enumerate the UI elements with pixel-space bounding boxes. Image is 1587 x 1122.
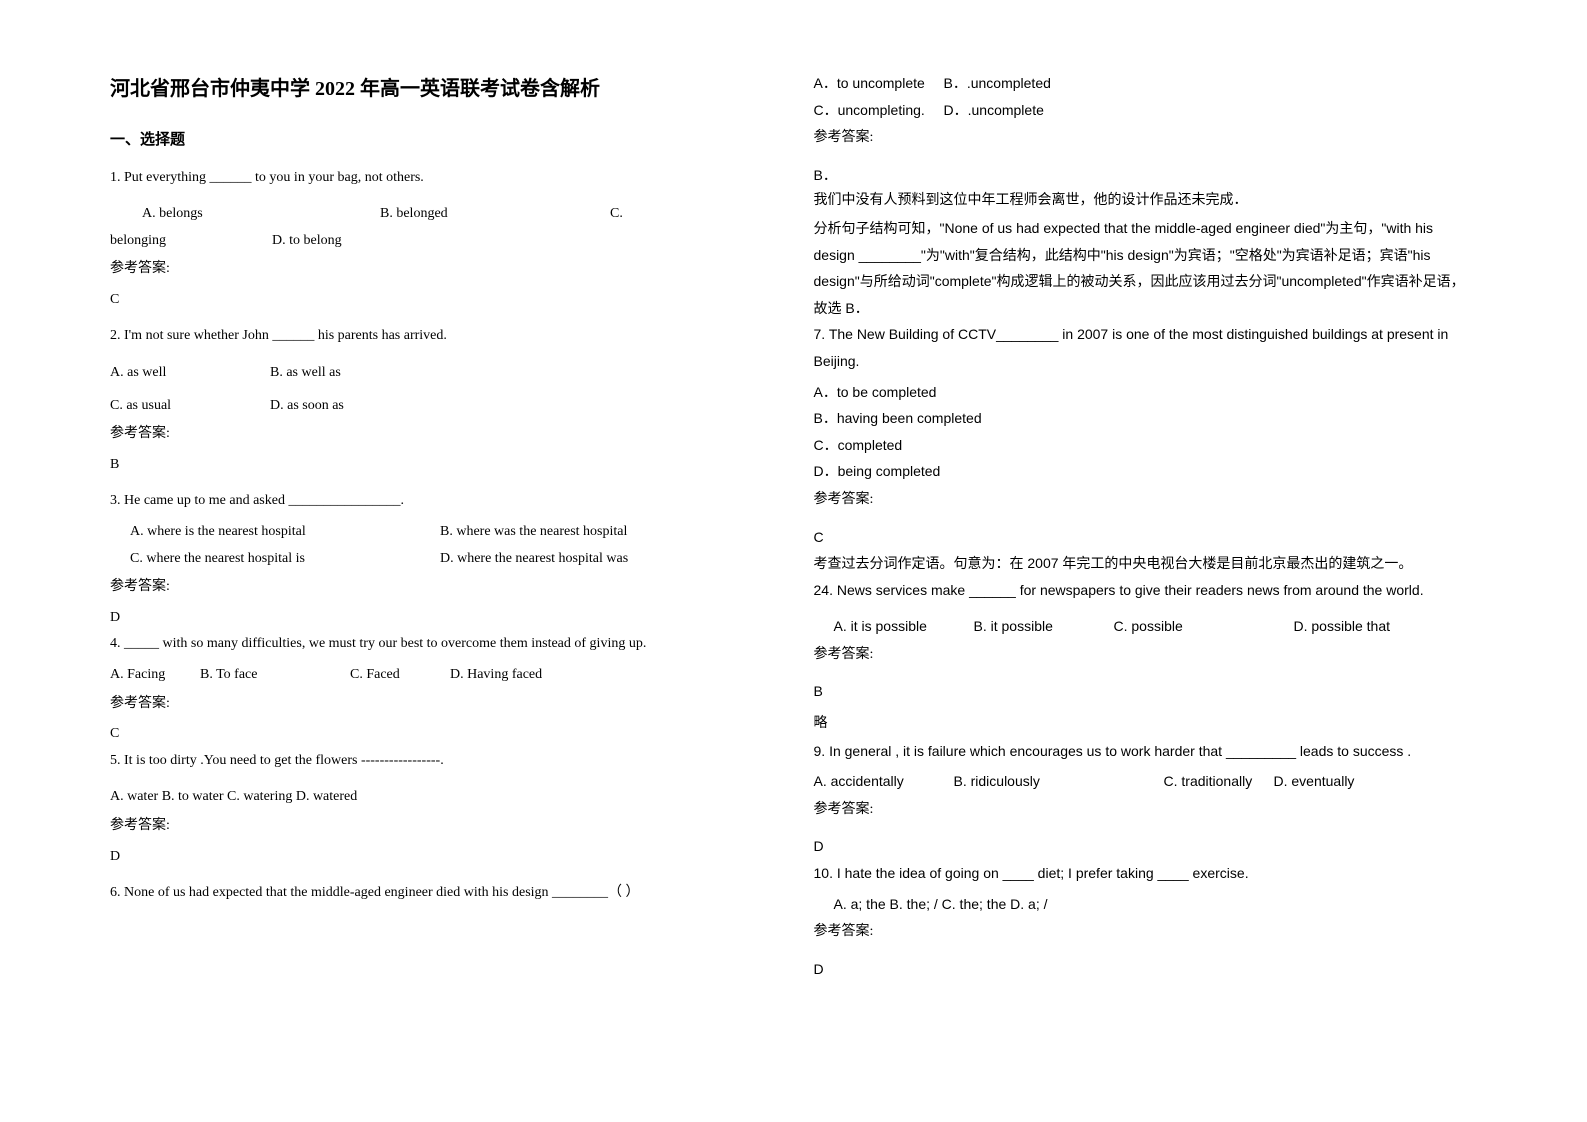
- q10-answer-label: 参考答案:: [814, 919, 1478, 946]
- q6-explanation-1: 我们中没有人预料到这位中年工程师会离世，他的设计作品还未完成．: [814, 188, 1478, 215]
- q1-options-row2: belonging D. to belong: [110, 228, 774, 255]
- q1-opt-a: A. belongs: [142, 201, 380, 228]
- q9-opt-d: D. eventually: [1274, 768, 1355, 795]
- q7-answer-label: 参考答案:: [814, 487, 1478, 514]
- section-heading: 一、选择题: [110, 126, 774, 155]
- q2-opt-d: D. as soon as: [270, 393, 344, 420]
- q5-answer-label: 参考答案:: [110, 813, 774, 840]
- q1-opt-c: belonging: [110, 228, 272, 255]
- q8-answer-label: 参考答案:: [814, 642, 1478, 669]
- q3-answer: D: [110, 605, 774, 632]
- q6-opt-b: B．.uncompleted: [944, 70, 1051, 97]
- q8-opt-c: C. possible: [1114, 613, 1294, 640]
- q9-answer-label: 参考答案:: [814, 797, 1478, 824]
- q3-opt-b: B. where was the nearest hospital: [440, 519, 627, 546]
- q8-opt-d: D. possible that: [1294, 613, 1391, 640]
- q9-opt-a: A. accidentally: [814, 768, 954, 795]
- q6-answer-label: 参考答案:: [814, 125, 1478, 152]
- q9-options: A. accidentally B. ridiculously C. tradi…: [814, 768, 1478, 795]
- q9-opt-c: C. traditionally: [1164, 768, 1274, 795]
- q4-opt-b: B. To face: [200, 662, 350, 689]
- q2-answer: B: [110, 452, 774, 479]
- q3-opt-a: A. where is the nearest hospital: [130, 519, 440, 546]
- q9-answer: D: [814, 833, 1478, 860]
- q1-answer-label: 参考答案:: [110, 256, 774, 283]
- q6-opt-d: D．.uncomplete: [944, 97, 1044, 124]
- q4-options: A. Facing B. To face C. Faced D. Having …: [110, 662, 774, 689]
- q7-answer: C: [814, 524, 1478, 551]
- q4-answer-label: 参考答案:: [110, 691, 774, 718]
- q4-opt-c: C. Faced: [350, 662, 450, 689]
- q10-options: A. a; the B. the; / C. the; the D. a; /: [814, 891, 1478, 918]
- q2-answer-label: 参考答案:: [110, 421, 774, 448]
- q2-opt-c: C. as usual: [110, 393, 270, 420]
- q7-opt-d: D．being completed: [814, 458, 1478, 485]
- left-column: 河北省邢台市仲夷中学 2022 年高一英语联考试卷含解析 一、选择题 1. Pu…: [90, 70, 794, 1082]
- q6-answer: B．: [814, 162, 1478, 189]
- q8-explanation: 略: [814, 711, 1478, 738]
- q2-opt-b: B. as well as: [270, 360, 341, 387]
- q3-stem: 3. He came up to me and asked __________…: [110, 488, 774, 515]
- q4-opt-d: D. Having faced: [450, 662, 542, 689]
- q3-opt-d: D. where the nearest hospital was: [440, 546, 628, 573]
- q5-stem: 5. It is too dirty .You need to get the …: [110, 748, 774, 775]
- q10-answer: D: [814, 956, 1478, 983]
- q6-opt-a: A．to uncomplete: [814, 70, 944, 97]
- q8-stem: 24. News services make ______ for newspa…: [814, 577, 1478, 604]
- q7-opt-c: C．completed: [814, 432, 1478, 459]
- q8-answer: B: [814, 678, 1478, 705]
- q7-opt-a: A．to be completed: [814, 379, 1478, 406]
- q7-opt-b: B．having been completed: [814, 405, 1478, 432]
- q2-options-row1: A. as well B. as well as: [110, 360, 774, 387]
- q1-opt-d: D. to belong: [272, 228, 342, 255]
- q3-opt-c: C. where the nearest hospital is: [130, 546, 440, 573]
- q1-opt-b: B. belonged: [380, 201, 610, 228]
- q3-answer-label: 参考答案:: [110, 574, 774, 601]
- q6-options-row2: C．uncompleting. D．.uncomplete: [814, 97, 1478, 124]
- right-column: A．to uncomplete B．.uncompleted C．uncompl…: [794, 70, 1498, 1082]
- q9-opt-b: B. ridiculously: [954, 768, 1164, 795]
- q5-answer: D: [110, 844, 774, 871]
- q7-explanation: 考查过去分词作定语。句意为：在 2007 年完工的中央电视台大楼是目前北京最杰出…: [814, 550, 1478, 577]
- q2-opt-a: A. as well: [110, 360, 270, 387]
- q4-stem: 4. _____ with so many difficulties, we m…: [110, 631, 774, 658]
- q1-stem: 1. Put everything ______ to you in your …: [110, 165, 774, 192]
- q2-stem: 2. I'm not sure whether John ______ his …: [110, 323, 774, 350]
- q8-opt-b: B. it possible: [974, 613, 1114, 640]
- q8-options: A. it is possible B. it possible C. poss…: [814, 613, 1478, 640]
- q1-options-row1: A. belongs B. belonged C.: [110, 201, 774, 228]
- q8-opt-a: A. it is possible: [834, 613, 974, 640]
- q3-options-row2: C. where the nearest hospital is D. wher…: [110, 546, 774, 573]
- q1-answer: C: [110, 287, 774, 314]
- q4-opt-a: A. Facing: [110, 662, 200, 689]
- q9-stem: 9. In general , it is failure which enco…: [814, 738, 1478, 765]
- q4-answer: C: [110, 721, 774, 748]
- q6-stem: 6. None of us had expected that the midd…: [110, 880, 774, 907]
- q1-opt-c-prefix: C.: [610, 201, 623, 228]
- q6-options-row1: A．to uncomplete B．.uncompleted: [814, 70, 1478, 97]
- q6-opt-c: C．uncompleting.: [814, 97, 944, 124]
- q10-stem: 10. I hate the idea of going on ____ die…: [814, 860, 1478, 887]
- doc-title: 河北省邢台市仲夷中学 2022 年高一英语联考试卷含解析: [110, 70, 774, 108]
- q3-options-row1: A. where is the nearest hospital B. wher…: [110, 519, 774, 546]
- q2-options-row2: C. as usual D. as soon as: [110, 393, 774, 420]
- q5-options: A. water B. to water C. watering D. wate…: [110, 784, 774, 811]
- q7-stem: 7. The New Building of CCTV________ in 2…: [814, 321, 1478, 374]
- q6-explanation-2: 分析句子结构可知，"None of us had expected that t…: [814, 215, 1478, 321]
